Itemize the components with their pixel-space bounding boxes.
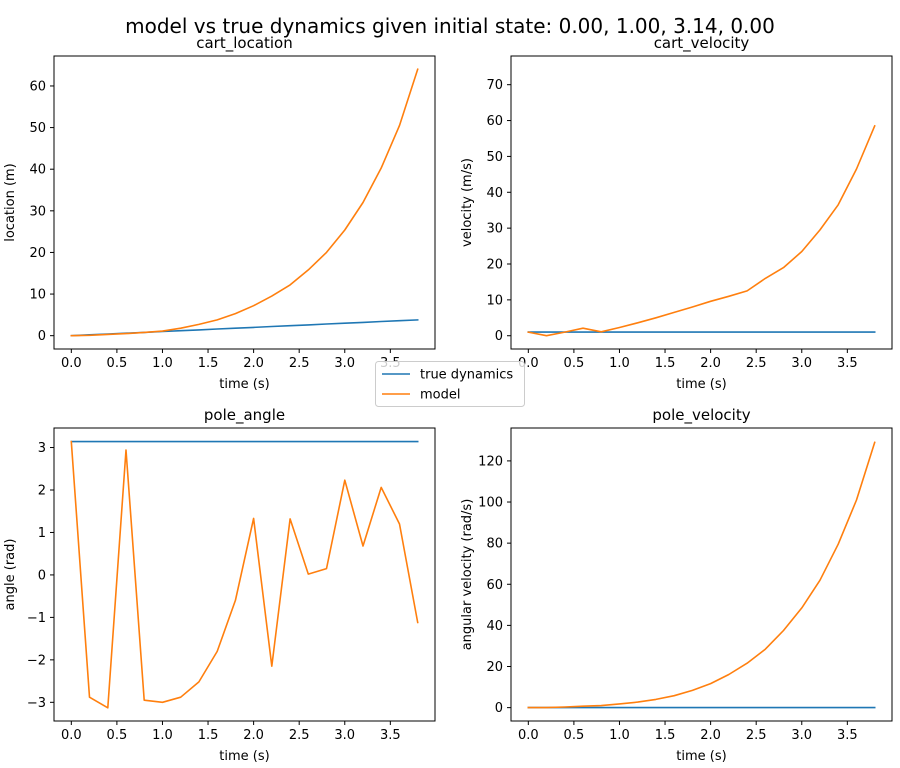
axes-frame [53, 55, 436, 350]
subplot-title: pole_velocity [652, 406, 750, 425]
x-tick-label: 1.5 [655, 728, 676, 743]
y-tick-label: 40 [486, 186, 503, 201]
x-tick-label: 1.0 [609, 728, 630, 743]
y-tick-label: −2 [27, 653, 46, 668]
series-line-model [70, 440, 419, 709]
y-tick-label: 20 [486, 258, 503, 273]
y-tick-label: 60 [486, 114, 503, 129]
legend: true dynamics model [375, 361, 525, 407]
x-tick-label: 3.5 [837, 356, 858, 371]
x-tick-label: 0.0 [518, 728, 539, 743]
x-tick-label: 0.5 [107, 356, 128, 371]
x-tick-label: 1.5 [655, 356, 676, 371]
subplot-pole-velocity: 0.0 0.5 1.0 1.5 2.0 2.5 3.0 3.5 0 20 40 60 80 100 120 p… [460, 406, 893, 764]
y-tick-label: 60 [29, 79, 46, 94]
x-axis-label: time (s) [676, 749, 726, 764]
series-line-model [70, 68, 419, 337]
series-line-model [527, 124, 876, 337]
y-tick-label: 70 [486, 78, 503, 93]
y-tick-label: 50 [486, 150, 503, 165]
x-tick-label: 0.0 [61, 356, 82, 371]
x-tick-label: 2.0 [700, 728, 721, 743]
y-tick-label: 10 [486, 293, 503, 308]
x-tick-label: 2.5 [289, 728, 310, 743]
y-tick-label: 0 [495, 701, 503, 716]
x-tick-label: 3.5 [380, 728, 401, 743]
x-axis-label: time (s) [219, 377, 269, 392]
y-tick-label: −3 [27, 696, 46, 711]
x-tick-label: 2.0 [243, 356, 264, 371]
subplot-pole-angle: 0.0 0.5 1.0 1.5 2.0 2.5 3.0 3.5 −3 −2 −1 0 1 2 3 pole_a… [3, 406, 436, 764]
y-tick-label: 60 [486, 578, 503, 593]
subplot-cart-location: 0.00.51.01.52.02.53.03.50102030405060car… [3, 34, 436, 392]
x-tick-label: 2.5 [746, 728, 767, 743]
y-axis-label: angular velocity (rad/s) [460, 499, 475, 651]
series-line-model [527, 441, 876, 709]
y-axis-label: velocity (m/s) [460, 158, 475, 247]
y-tick-label: 30 [29, 204, 46, 219]
y-tick-label: 10 [29, 288, 46, 303]
y-tick-label: 120 [478, 454, 503, 469]
x-tick-label: 3.5 [837, 728, 858, 743]
y-tick-label: 20 [486, 660, 503, 675]
x-tick-label: 2.5 [746, 356, 767, 371]
x-tick-label: 1.5 [198, 356, 219, 371]
y-tick-label: 20 [29, 246, 46, 261]
y-tick-label: 100 [478, 496, 503, 511]
x-tick-label: 2.5 [289, 356, 310, 371]
y-tick-label: 0 [38, 329, 46, 344]
x-tick-label: 3.0 [791, 728, 812, 743]
legend-label: true dynamics [420, 368, 513, 383]
y-tick-label: 0 [38, 568, 46, 583]
y-tick-label: 50 [29, 121, 46, 136]
y-tick-label: 80 [486, 537, 503, 552]
y-tick-label: 30 [486, 222, 503, 237]
axes-frame [510, 427, 893, 722]
x-tick-label: 0.5 [564, 356, 585, 371]
x-tick-label: 1.0 [609, 356, 630, 371]
x-tick-label: 3.0 [334, 728, 355, 743]
y-tick-label: 0 [495, 329, 503, 344]
x-tick-label: 1.0 [152, 356, 173, 371]
x-tick-label: 0.5 [564, 728, 585, 743]
x-tick-label: 3.0 [791, 356, 812, 371]
subplot-title: pole_angle [204, 406, 285, 425]
legend-label: model [420, 388, 460, 403]
y-axis-label: angle (rad) [3, 539, 18, 611]
y-tick-label: 1 [38, 526, 46, 541]
axes-frame [53, 427, 436, 722]
subplot-title: cart_location [196, 34, 293, 53]
x-tick-label: 0.5 [107, 728, 128, 743]
x-tick-label: 0.0 [61, 728, 82, 743]
figure-suptitle: model vs true dynamics given initial sta… [125, 14, 775, 38]
x-axis-label: time (s) [676, 377, 726, 392]
y-tick-label: 3 [38, 441, 46, 456]
y-tick-label: 40 [486, 619, 503, 634]
y-tick-label: 40 [29, 163, 46, 178]
x-tick-label: 3.0 [334, 356, 355, 371]
subplot-title: cart_velocity [654, 34, 750, 53]
axes-layer: 0.00.51.01.52.02.53.03.50102030405060car… [3, 34, 893, 764]
x-tick-label: 2.0 [700, 356, 721, 371]
x-tick-label: 2.0 [243, 728, 264, 743]
x-tick-label: 1.5 [198, 728, 219, 743]
axes-frame [510, 55, 893, 350]
subplot-cart-velocity: 0.0 0.5 1.0 1.5 2.0 2.5 3.0 3.5010203040506070c… [460, 34, 893, 392]
y-tick-label: −1 [27, 611, 46, 626]
x-axis-label: time (s) [219, 749, 269, 764]
y-tick-label: 2 [38, 483, 46, 498]
x-tick-label: 1.0 [152, 728, 173, 743]
legend-frame [375, 361, 525, 407]
y-axis-label: location (m) [3, 163, 18, 242]
